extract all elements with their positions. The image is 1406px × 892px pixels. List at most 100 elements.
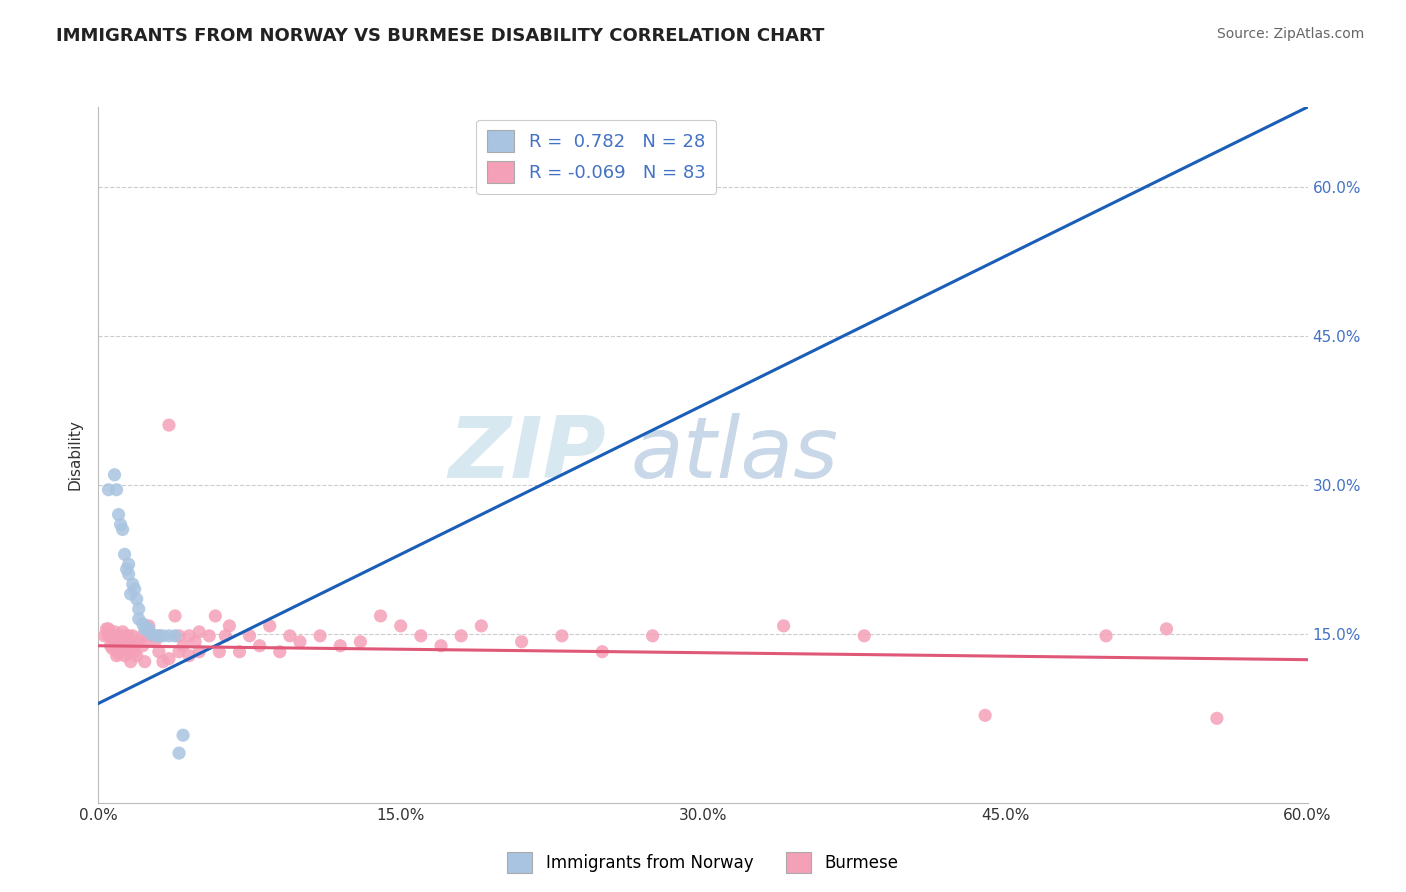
Point	[430, 639, 453, 653]
Point	[128, 612, 150, 626]
Point	[132, 616, 155, 631]
Point	[115, 639, 138, 653]
Point	[259, 619, 281, 633]
Point	[172, 728, 194, 742]
Point	[97, 629, 120, 643]
Legend: Immigrants from Norway, Burmese: Immigrants from Norway, Burmese	[501, 846, 905, 880]
Point	[124, 645, 146, 659]
Point	[110, 517, 132, 532]
Point	[110, 629, 132, 643]
Text: ZIP: ZIP	[449, 413, 606, 497]
Point	[249, 639, 271, 653]
Point	[204, 609, 226, 624]
Point	[101, 641, 124, 656]
Point	[120, 587, 142, 601]
Point	[184, 634, 207, 648]
Point	[121, 639, 143, 653]
Point	[107, 641, 129, 656]
Point	[121, 577, 143, 591]
Text: IMMIGRANTS FROM NORWAY VS BURMESE DISABILITY CORRELATION CHART: IMMIGRANTS FROM NORWAY VS BURMESE DISABI…	[56, 27, 824, 45]
Point	[121, 629, 143, 643]
Point	[551, 629, 574, 643]
Point	[103, 634, 125, 648]
Point	[107, 647, 129, 661]
Text: atlas: atlas	[630, 413, 838, 497]
Point	[120, 639, 142, 653]
Point	[214, 629, 236, 643]
Point	[349, 634, 371, 648]
Point	[772, 619, 794, 633]
Point	[179, 629, 201, 643]
Point	[152, 655, 174, 669]
Point	[1206, 711, 1229, 725]
Point	[125, 648, 148, 663]
Y-axis label: Disability: Disability	[67, 419, 83, 491]
Point	[124, 582, 146, 596]
Point	[239, 629, 262, 643]
Point	[118, 629, 141, 643]
Point	[111, 634, 134, 648]
Point	[288, 634, 311, 648]
Point	[105, 641, 128, 656]
Point	[105, 483, 128, 497]
Point	[591, 645, 613, 659]
Point	[100, 639, 122, 653]
Point	[114, 639, 136, 653]
Point	[329, 639, 352, 653]
Point	[128, 634, 150, 648]
Point	[138, 629, 160, 643]
Point	[96, 622, 118, 636]
Point	[853, 629, 876, 643]
Point	[152, 629, 174, 643]
Point	[157, 418, 180, 433]
Point	[100, 629, 122, 643]
Point	[138, 619, 160, 633]
Point	[198, 629, 221, 643]
Point	[132, 639, 155, 653]
Point	[172, 639, 194, 653]
Point	[510, 634, 533, 648]
Point	[125, 592, 148, 607]
Point	[269, 645, 291, 659]
Point	[188, 624, 211, 639]
Point	[101, 629, 124, 643]
Point	[370, 609, 392, 624]
Point	[228, 645, 250, 659]
Point	[278, 629, 301, 643]
Point	[111, 523, 134, 537]
Point	[450, 629, 472, 643]
Point	[128, 602, 150, 616]
Point	[103, 624, 125, 639]
Point	[93, 629, 115, 643]
Point	[143, 629, 166, 643]
Point	[134, 655, 156, 669]
Point	[118, 558, 141, 572]
Point	[115, 629, 138, 643]
Point	[105, 648, 128, 663]
Point	[115, 562, 138, 576]
Point	[107, 629, 129, 643]
Point	[107, 508, 129, 522]
Point	[179, 648, 201, 663]
Point	[114, 648, 136, 663]
Point	[163, 609, 186, 624]
Point	[974, 708, 997, 723]
Point	[409, 629, 432, 643]
Text: Source: ZipAtlas.com: Source: ZipAtlas.com	[1216, 27, 1364, 41]
Point	[163, 629, 186, 643]
Point	[118, 567, 141, 582]
Point	[97, 483, 120, 497]
Point	[134, 622, 156, 636]
Point	[111, 624, 134, 639]
Point	[157, 629, 180, 643]
Legend: R =  0.782   N = 28, R = -0.069   N = 83: R = 0.782 N = 28, R = -0.069 N = 83	[477, 120, 716, 194]
Point	[118, 645, 141, 659]
Point	[139, 627, 162, 641]
Point	[97, 622, 120, 636]
Point	[132, 629, 155, 643]
Point	[148, 645, 170, 659]
Point	[103, 467, 125, 482]
Point	[138, 622, 160, 636]
Point	[1095, 629, 1118, 643]
Point	[148, 629, 170, 643]
